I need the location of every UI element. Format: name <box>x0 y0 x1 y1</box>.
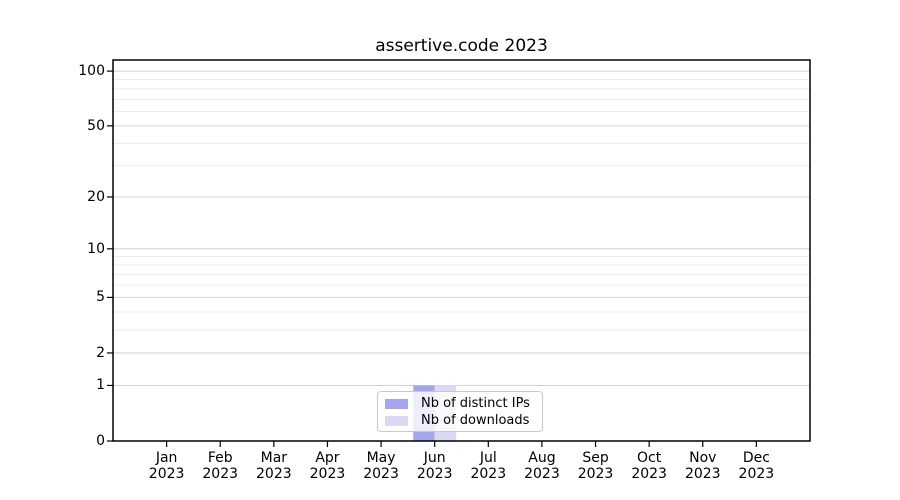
x-tick-year: 2023 <box>148 466 185 482</box>
x-tick-year: 2023 <box>363 466 399 482</box>
y-tick-label: 50 <box>87 117 105 134</box>
y-tick-label: 2 <box>96 344 105 361</box>
x-tick-year: 2023 <box>738 466 775 482</box>
x-tick-label: Oct 2023 <box>617 450 681 482</box>
y-tick-label: 5 <box>96 289 105 306</box>
x-tick-year: 2023 <box>524 466 560 482</box>
x-tick-label: Mar 2023 <box>242 450 306 482</box>
x-tick-month: Jan <box>155 450 178 466</box>
x-tick-year: 2023 <box>416 466 453 482</box>
x-tick-month: Feb <box>207 450 233 466</box>
x-tick-label: Jul 2023 <box>456 450 520 482</box>
x-tick-label: May 2023 <box>349 450 413 482</box>
y-tick-label: 100 <box>78 63 105 80</box>
x-tick-month: Mar <box>260 450 288 466</box>
x-tick-year: 2023 <box>256 466 292 482</box>
x-tick-month: Nov <box>689 450 717 466</box>
x-tick-label: Aug 2023 <box>510 450 574 482</box>
x-tick-month: Oct <box>637 450 662 466</box>
axes-frame <box>112 59 811 442</box>
x-tick-year: 2023 <box>631 466 667 482</box>
x-tick-label: Feb 2023 <box>188 450 252 482</box>
x-tick-year: 2023 <box>309 466 346 482</box>
legend-item: Nb of downloads <box>385 413 542 429</box>
legend-label-distinct-ips: Nb of distinct IPs <box>421 396 530 411</box>
x-tick-month: Sep <box>582 450 609 466</box>
x-tick-label: Sep 2023 <box>564 450 628 482</box>
y-tick-label: 20 <box>87 188 105 205</box>
x-tick-label: Nov 2023 <box>671 450 735 482</box>
x-tick-month: May <box>366 450 396 466</box>
x-tick-month: Jun <box>423 450 446 466</box>
x-tick-label: Dec 2023 <box>724 450 788 482</box>
legend-label-downloads: Nb of downloads <box>421 413 530 428</box>
x-tick-year: 2023 <box>684 466 721 482</box>
x-tick-year: 2023 <box>202 466 239 482</box>
legend-swatch-downloads <box>385 416 408 426</box>
x-tick-label: Jan 2023 <box>135 450 199 482</box>
x-tick-label: Jun 2023 <box>403 450 467 482</box>
x-tick-month: Jul <box>479 450 497 466</box>
x-tick-year: 2023 <box>470 466 507 482</box>
legend: Nb of distinct IPs Nb of downloads <box>377 391 543 432</box>
y-tick-label: 1 <box>96 377 105 394</box>
x-tick-year: 2023 <box>577 466 614 482</box>
chart-title: assertive.code 2023 <box>375 36 548 56</box>
x-tick-label: Apr 2023 <box>295 450 359 482</box>
legend-item: Nb of distinct IPs <box>385 396 542 412</box>
x-tick-month: Dec <box>742 450 770 466</box>
y-tick-label: 10 <box>87 240 105 257</box>
legend-swatch-distinct-ips <box>385 399 408 409</box>
y-tick-label: 0 <box>96 433 105 449</box>
x-tick-month: Apr <box>315 450 340 466</box>
x-tick-month: Aug <box>528 450 556 466</box>
